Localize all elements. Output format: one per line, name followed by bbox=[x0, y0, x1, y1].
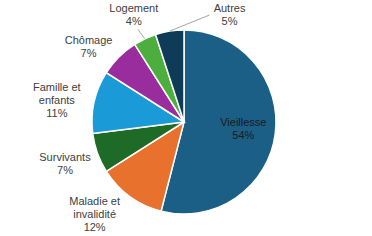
slice-value-label: 4% bbox=[126, 15, 142, 27]
slice-value-label: 7% bbox=[81, 47, 97, 59]
slice-value-label: 54% bbox=[232, 129, 254, 141]
pie-chart: Vieillesse54% Maladie etinvalidité12% Surv… bbox=[0, 0, 372, 236]
slice-label: Logement bbox=[109, 2, 158, 14]
slice-value-label: 5% bbox=[222, 15, 238, 27]
slice-value-label: 11% bbox=[46, 107, 67, 119]
slice-value-label: 12% bbox=[84, 221, 106, 233]
slice-label: Famille etenfants bbox=[33, 81, 81, 106]
chart-container: Vieillesse54% Maladie etinvalidité12% Surv… bbox=[0, 0, 372, 236]
slice-label: Vieillesse bbox=[220, 116, 266, 128]
slice-label: Autres bbox=[214, 2, 246, 14]
slices bbox=[92, 30, 276, 214]
leader-line bbox=[170, 15, 210, 31]
slice-label: Chômage bbox=[65, 34, 113, 46]
slice-value-label: 7% bbox=[57, 164, 73, 176]
labels: Vieillesse54% Maladie etinvalidité12% Surv… bbox=[33, 2, 266, 233]
pie-slice bbox=[156, 30, 184, 122]
slice-label: Maladie etinvalidité bbox=[69, 195, 120, 220]
leader-line bbox=[138, 29, 145, 39]
slice-label: Survivants bbox=[39, 151, 91, 163]
